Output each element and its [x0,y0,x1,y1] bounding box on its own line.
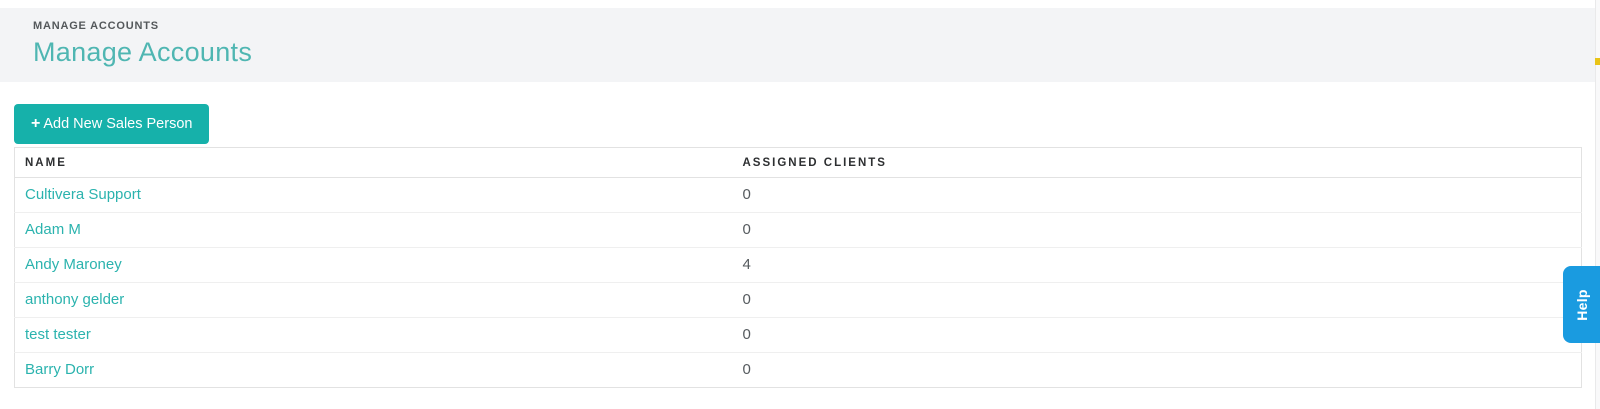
add-button-label: Add New Sales Person [43,116,193,132]
sales-person-name-cell: Cultivera Support [14,177,733,213]
table-body: Cultivera Support 0 Adam M 0 Andy Marone… [14,177,1582,388]
sales-person-name-cell: anthony gelder [14,282,733,318]
table-row: anthony gelder 0 [14,282,1582,318]
help-tab-label: Help [1573,288,1590,321]
table-row: Adam M 0 [14,212,1582,248]
add-new-sales-person-button[interactable]: + Add New Sales Person [14,104,210,144]
plus-icon: + [31,115,41,132]
accounts-table: NAME ASSIGNED CLIENTS Cultivera Support … [14,147,1582,388]
table-row: Andy Maroney 4 [14,247,1582,283]
page-header: MANAGE ACCOUNTS Manage Accounts [0,8,1600,82]
table-header-row: NAME ASSIGNED CLIENTS [14,147,1582,178]
sales-person-name-cell: Adam M [14,212,733,248]
assigned-clients-cell: 0 [742,361,751,378]
sales-person-link[interactable]: test tester [25,326,91,343]
table-row: Cultivera Support 0 [14,177,1582,213]
column-header-name: NAME [14,147,733,178]
page-title: Manage Accounts [33,37,253,67]
assigned-clients-cell: 0 [732,177,1582,213]
scrollbar-track [1595,0,1600,409]
assigned-clients-cell: 0 [732,282,1582,318]
sales-person-name-cell: test tester [14,317,733,353]
sales-person-link[interactable]: Barry Dorr [25,361,95,378]
sales-person-link[interactable]: Adam M [25,221,81,238]
sales-person-link[interactable]: anthony gelder [25,291,125,308]
sales-person-name-cell: Barry Dorr [15,353,733,388]
assigned-clients-cell: 0 [732,212,1582,248]
table-row: Barry Dorr 0 [15,353,1582,388]
top-strip [0,0,1600,8]
sales-person-link[interactable]: Andy Maroney [25,256,122,273]
yellow-edge-marker [1595,58,1600,65]
assigned-clients-cell: 0 [732,317,1582,353]
table-row: test tester 0 [14,317,1582,353]
main-content: + Add New Sales Person NAME ASSIGNED CLI… [0,82,1600,388]
column-header-assigned-clients: ASSIGNED CLIENTS [732,147,1582,178]
sales-person-name-cell: Andy Maroney [14,247,733,283]
breadcrumb: MANAGE ACCOUNTS [33,20,159,32]
assigned-clients-cell: 4 [732,247,1582,283]
sales-person-link[interactable]: Cultivera Support [25,186,141,203]
help-tab[interactable]: Help [1563,266,1600,343]
